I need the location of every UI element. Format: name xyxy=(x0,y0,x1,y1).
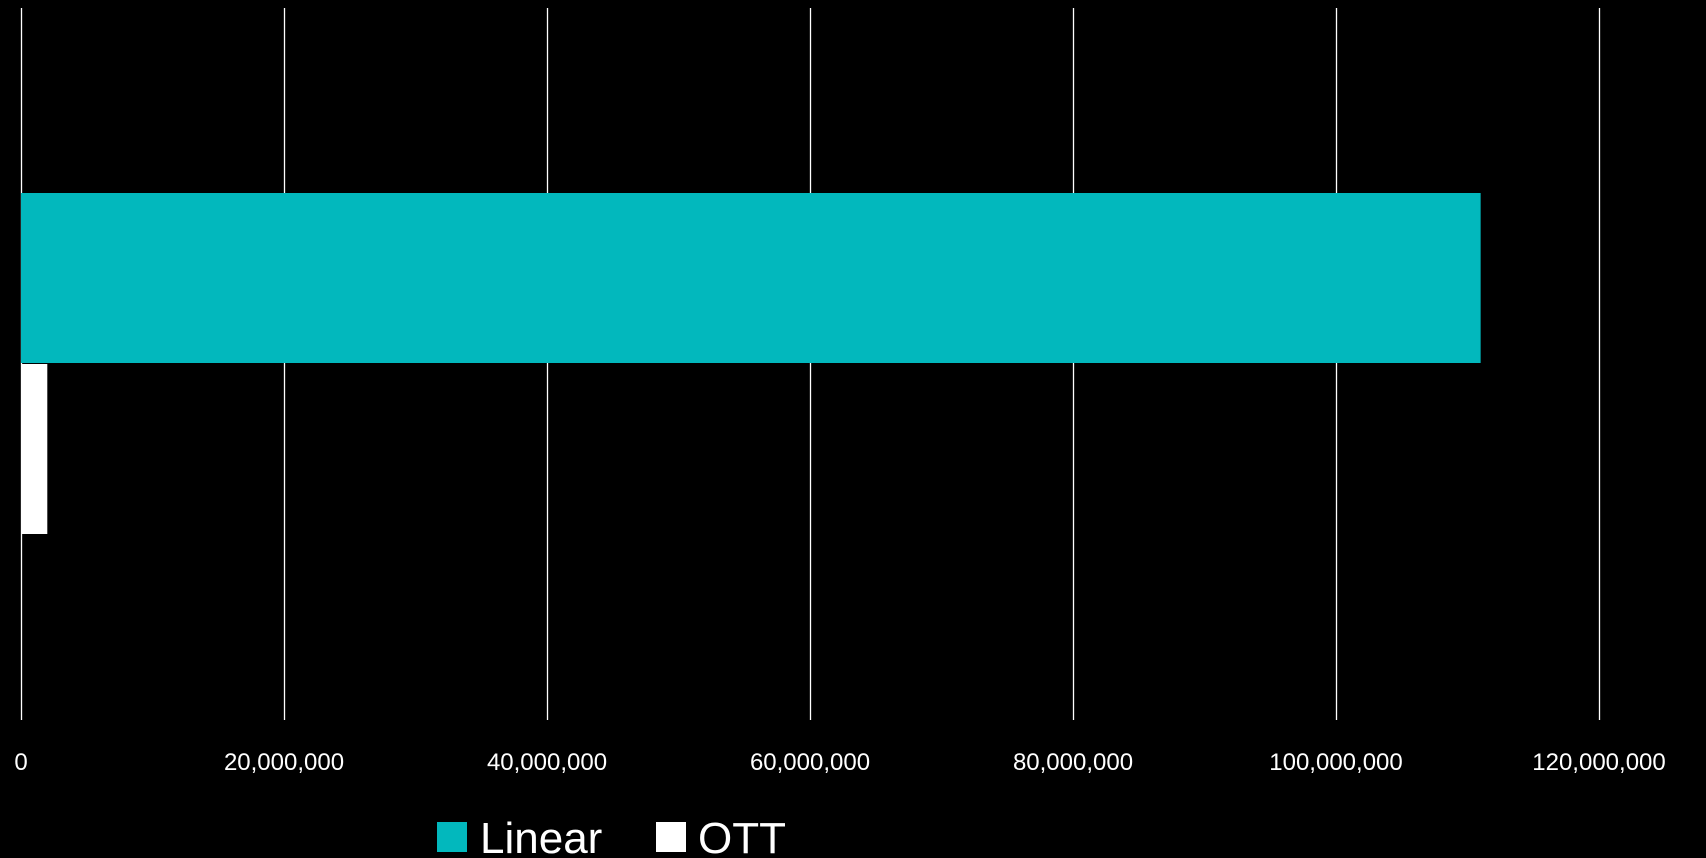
x-axis-tick-labels: 0 20,000,000 40,000,000 60,000,000 80,000,00… xyxy=(14,749,1665,776)
x-tick-label-1: 20,000,000 xyxy=(224,749,344,776)
legend: Linear OTT xyxy=(437,814,786,858)
bar-ott xyxy=(21,364,48,534)
legend-label-ott: OTT xyxy=(698,814,786,858)
x-tick-label-6: 120,000,000 xyxy=(1532,749,1665,776)
bars xyxy=(21,193,1481,534)
bar-linear xyxy=(21,193,1481,363)
legend-swatch-linear xyxy=(437,822,467,852)
x-tick-label-4: 80,000,000 xyxy=(1013,749,1133,776)
x-tick-label-2: 40,000,000 xyxy=(487,749,607,776)
legend-label-linear: Linear xyxy=(480,814,602,858)
x-tick-label-0: 0 xyxy=(14,749,27,776)
x-tick-label-3: 60,000,000 xyxy=(750,749,870,776)
legend-swatch-ott xyxy=(656,822,686,852)
x-tick-label-5: 100,000,000 xyxy=(1269,749,1402,776)
gridlines xyxy=(20,8,1601,720)
